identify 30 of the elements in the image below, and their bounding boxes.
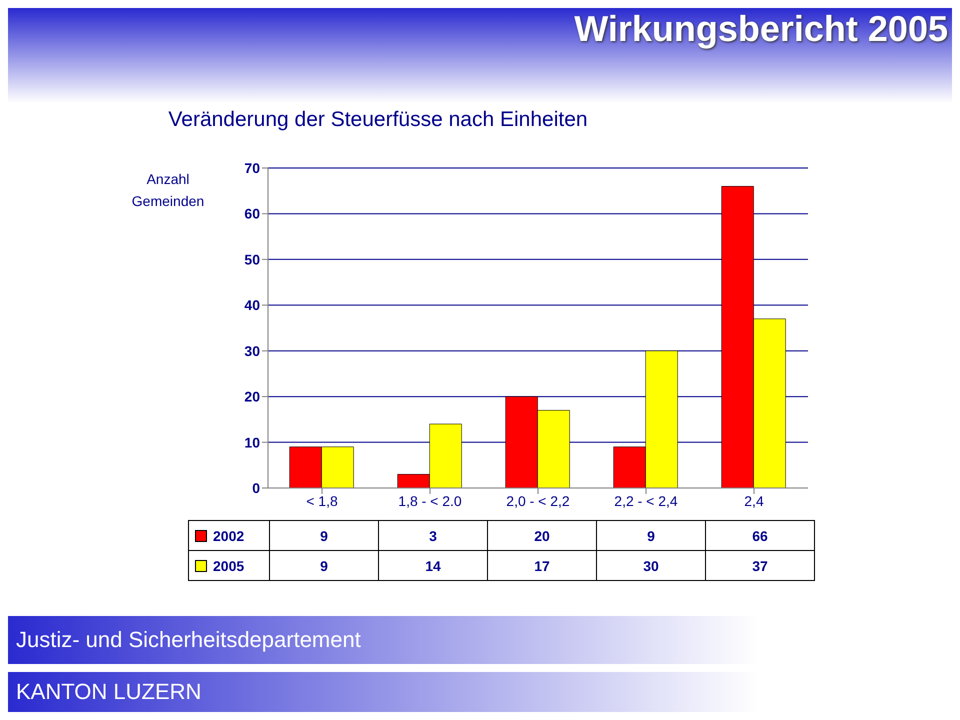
x-tick-label: 2,2 - < 2,4: [614, 492, 678, 509]
y-tick-label: 50: [244, 251, 260, 268]
data-label: 30: [596, 550, 706, 580]
chart-title: Wirkungsbericht 2005: [574, 8, 949, 50]
x-tick-label: < 1,8: [306, 492, 338, 509]
y-tick-label: 40: [244, 297, 260, 314]
x-tick-label: 1,8 - < 2.0: [398, 492, 462, 509]
y-tick-label: 10: [244, 434, 260, 450]
data-label: 66: [706, 520, 814, 550]
data-label: 14: [378, 550, 488, 580]
data-label: 20: [488, 520, 596, 550]
x-tick-label: 2,0 - < 2,2: [506, 492, 570, 509]
legend-label: 2002: [213, 528, 244, 544]
legend-label: 2005: [213, 558, 244, 574]
y-tick-label: 60: [244, 206, 260, 222]
data-label: 17: [488, 550, 596, 580]
data-label: 9: [270, 520, 378, 550]
x-tick-label: 2,4: [744, 492, 764, 509]
data-label: 3: [378, 520, 488, 550]
y-tick-label: 70: [244, 160, 260, 176]
text: KANTON LUZERN: [8, 672, 760, 712]
y-axis-title: Anzahl Gemeinden: [130, 170, 206, 211]
chart-subtitle: Veränderung der Steuerfüsse nach Einheiten: [167, 108, 589, 132]
data-label: 37: [706, 550, 814, 580]
text: Justiz- und Sicherheitsdepartement: [8, 616, 760, 664]
y-tick-label: 30: [244, 342, 260, 359]
y-tick-label: 20: [244, 388, 260, 405]
y-tick-label: 0: [252, 480, 260, 496]
data-label: 9: [270, 550, 378, 580]
data-label: 9: [596, 520, 706, 550]
